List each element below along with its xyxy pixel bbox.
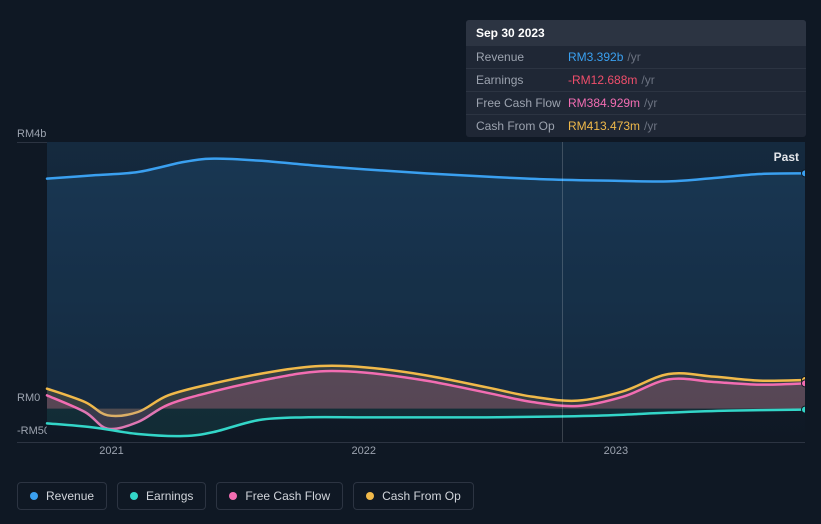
legend-item-revenue[interactable]: Revenue (17, 482, 107, 510)
chart-svg (17, 142, 805, 442)
tooltip-value: RM384.929m (568, 96, 640, 110)
tooltip-row-revenue: Revenue RM3.392b /yr (466, 46, 806, 69)
tooltip-unit: /yr (644, 96, 657, 110)
tooltip-row-cfo: Cash From Op RM413.473m /yr (466, 115, 806, 137)
y-tick-label: RM4b (17, 128, 46, 140)
data-tooltip: Sep 30 2023 Revenue RM3.392b /yr Earning… (466, 20, 806, 137)
tooltip-value: RM3.392b (568, 50, 623, 64)
x-tick-label: 2021 (99, 445, 123, 457)
legend: Revenue Earnings Free Cash Flow Cash Fro… (17, 482, 474, 510)
tooltip-label: Earnings (476, 73, 568, 87)
plot-bottom-border (17, 442, 805, 443)
tooltip-unit: /yr (644, 119, 657, 133)
tooltip-row-fcf: Free Cash Flow RM384.929m /yr (466, 92, 806, 115)
tooltip-label: Revenue (476, 50, 568, 64)
tooltip-date: Sep 30 2023 (466, 20, 806, 46)
tooltip-unit: /yr (627, 50, 640, 64)
tooltip-value: RM413.473m (568, 119, 640, 133)
legend-label: Revenue (46, 489, 94, 503)
legend-label: Free Cash Flow (245, 489, 330, 503)
legend-dot-icon (229, 492, 237, 500)
legend-dot-icon (30, 492, 38, 500)
tooltip-value: -RM12.688m (568, 73, 637, 87)
tooltip-unit: /yr (641, 73, 654, 87)
x-tick-label: 2022 (351, 445, 375, 457)
tooltip-label: Cash From Op (476, 119, 568, 133)
past-label: Past (774, 150, 799, 164)
legend-label: Earnings (146, 489, 193, 503)
legend-label: Cash From Op (382, 489, 461, 503)
legend-item-cfo[interactable]: Cash From Op (353, 482, 474, 510)
legend-item-earnings[interactable]: Earnings (117, 482, 206, 510)
chart-plot-area (17, 142, 805, 442)
tooltip-row-earnings: Earnings -RM12.688m /yr (466, 69, 806, 92)
hover-vertical-line (562, 142, 563, 442)
tooltip-label: Free Cash Flow (476, 96, 568, 110)
x-axis: 2021 2022 2023 (17, 445, 805, 465)
legend-dot-icon (366, 492, 374, 500)
legend-item-fcf[interactable]: Free Cash Flow (216, 482, 343, 510)
legend-dot-icon (130, 492, 138, 500)
x-tick-label: 2023 (604, 445, 628, 457)
